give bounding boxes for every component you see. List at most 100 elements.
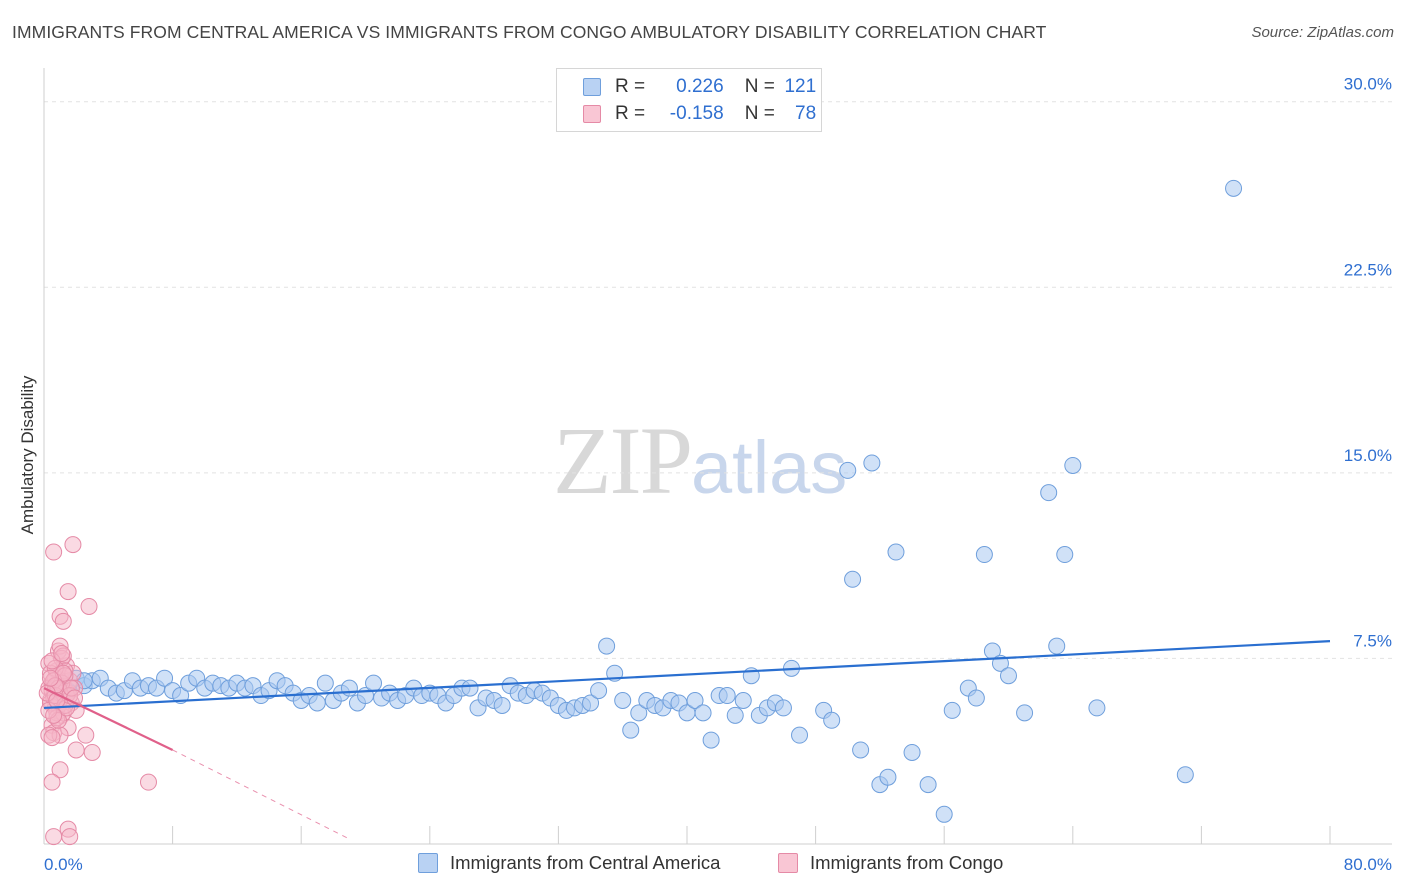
- point-congo: [45, 543, 63, 561]
- point-central-america: [1000, 667, 1017, 685]
- point-central-america: [839, 461, 857, 479]
- series-swatch-pink: [778, 853, 798, 873]
- point-central-america: [919, 776, 937, 794]
- point-central-america: [156, 669, 174, 687]
- point-congo: [80, 597, 98, 615]
- point-central-america: [734, 691, 752, 709]
- series-legend-central-america: Immigrants from Central America: [418, 852, 720, 874]
- point-central-america: [365, 674, 383, 692]
- legend-n-label: N =: [744, 103, 775, 124]
- point-central-america: [630, 704, 648, 722]
- point-congo: [45, 706, 63, 724]
- correlation-legend: R = 0.226 N = 121 R = -0.158 N = 78: [556, 68, 822, 132]
- point-congo: [61, 828, 79, 846]
- point-central-america: [726, 706, 744, 724]
- chart-source: Source: ZipAtlas.com: [1251, 24, 1394, 41]
- point-congo: [43, 773, 61, 791]
- point-congo: [67, 741, 85, 759]
- point-central-america: [614, 691, 632, 709]
- axes: [43, 68, 1392, 845]
- point-congo: [51, 761, 69, 779]
- series-name-central-america: Immigrants from Central America: [450, 852, 721, 873]
- grid-lines: [44, 101, 1392, 659]
- point-central-america: [694, 704, 712, 722]
- point-congo: [139, 773, 157, 791]
- trend-line-congo-extension: [172, 749, 350, 840]
- legend-n-value: 78: [795, 103, 817, 124]
- watermark-atlas: atlas: [691, 426, 848, 509]
- point-central-america: [1040, 484, 1058, 502]
- point-congo: [45, 828, 63, 846]
- legend-r-value: -0.158: [669, 103, 724, 124]
- legend-r-value: 0.226: [676, 76, 724, 97]
- legend-row-congo: R = -0.158 N = 78: [583, 102, 816, 126]
- point-central-america: [774, 699, 792, 717]
- x-tick-label: 80.0%: [1344, 855, 1392, 874]
- point-central-america: [879, 768, 897, 786]
- point-central-america: [903, 743, 921, 761]
- point-central-america: [975, 546, 993, 564]
- point-congo: [54, 612, 72, 630]
- point-central-america: [935, 805, 953, 823]
- y-tick-label: 30.0%: [1344, 75, 1392, 94]
- y-tick-label: 22.5%: [1344, 260, 1392, 279]
- point-central-america: [1064, 456, 1082, 474]
- point-central-america: [943, 701, 961, 719]
- point-central-america: [1088, 699, 1106, 717]
- point-congo: [64, 536, 82, 554]
- legend-n-value: 121: [784, 76, 817, 97]
- series-name-congo: Immigrants from Congo: [810, 852, 1004, 873]
- legend-r-label: R =: [615, 76, 646, 97]
- point-central-america: [582, 694, 600, 712]
- legend-r-label: R =: [615, 103, 646, 124]
- y-tick-label: 15.0%: [1344, 446, 1392, 465]
- point-central-america: [823, 711, 841, 729]
- trend-line-congo: [43, 687, 174, 751]
- legend-swatch-pink: [583, 105, 601, 123]
- series-legend-congo: Immigrants from Congo: [778, 852, 1003, 874]
- point-central-america: [1056, 546, 1074, 564]
- y-tick-label: 7.5%: [1353, 631, 1392, 650]
- point-congo: [59, 583, 77, 601]
- point-central-america: [622, 721, 640, 739]
- point-central-america: [340, 679, 358, 697]
- series-legend: Immigrants from Central America Immigran…: [0, 852, 1406, 878]
- point-congo: [41, 669, 59, 687]
- point-central-america: [598, 637, 616, 655]
- legend-row-central-america: R = 0.226 N = 121: [583, 75, 816, 99]
- point-central-america: [461, 679, 479, 697]
- x-tick-label: 0.0%: [44, 855, 83, 874]
- legend-n-label: N =: [744, 76, 775, 97]
- point-central-america: [686, 691, 704, 709]
- point-central-america: [863, 454, 881, 472]
- series-central-america-points: [54, 179, 1243, 823]
- point-central-america: [844, 570, 862, 588]
- point-central-america: [1016, 704, 1034, 722]
- trend-lines: [43, 640, 1331, 840]
- watermark-zip: ZIP: [553, 407, 693, 514]
- point-central-america: [718, 687, 736, 705]
- point-congo: [53, 644, 71, 662]
- point-central-america: [702, 731, 720, 749]
- point-congo: [77, 726, 95, 744]
- point-central-america: [316, 674, 334, 692]
- series-swatch-blue: [418, 853, 438, 873]
- point-central-america: [1225, 179, 1243, 197]
- point-central-america: [493, 696, 511, 714]
- chart-title: IMMIGRANTS FROM CENTRAL AMERICA VS IMMIG…: [12, 22, 1047, 42]
- point-congo: [43, 729, 61, 747]
- watermark: ZIPatlas: [553, 405, 847, 516]
- trend-line-central-america: [43, 640, 1331, 710]
- point-congo: [83, 743, 101, 761]
- point-central-america: [887, 543, 905, 561]
- tick-labels: 7.5% 15.0% 22.5% 30.0% 0.0% 80.0%: [44, 75, 1392, 874]
- point-central-america: [1176, 766, 1194, 784]
- point-central-america: [791, 726, 809, 744]
- point-central-america: [852, 741, 870, 759]
- point-central-america: [590, 682, 608, 700]
- point-central-america: [967, 689, 985, 707]
- legend-swatch-blue: [583, 78, 601, 96]
- point-central-america: [308, 694, 326, 712]
- point-central-america: [1048, 637, 1066, 655]
